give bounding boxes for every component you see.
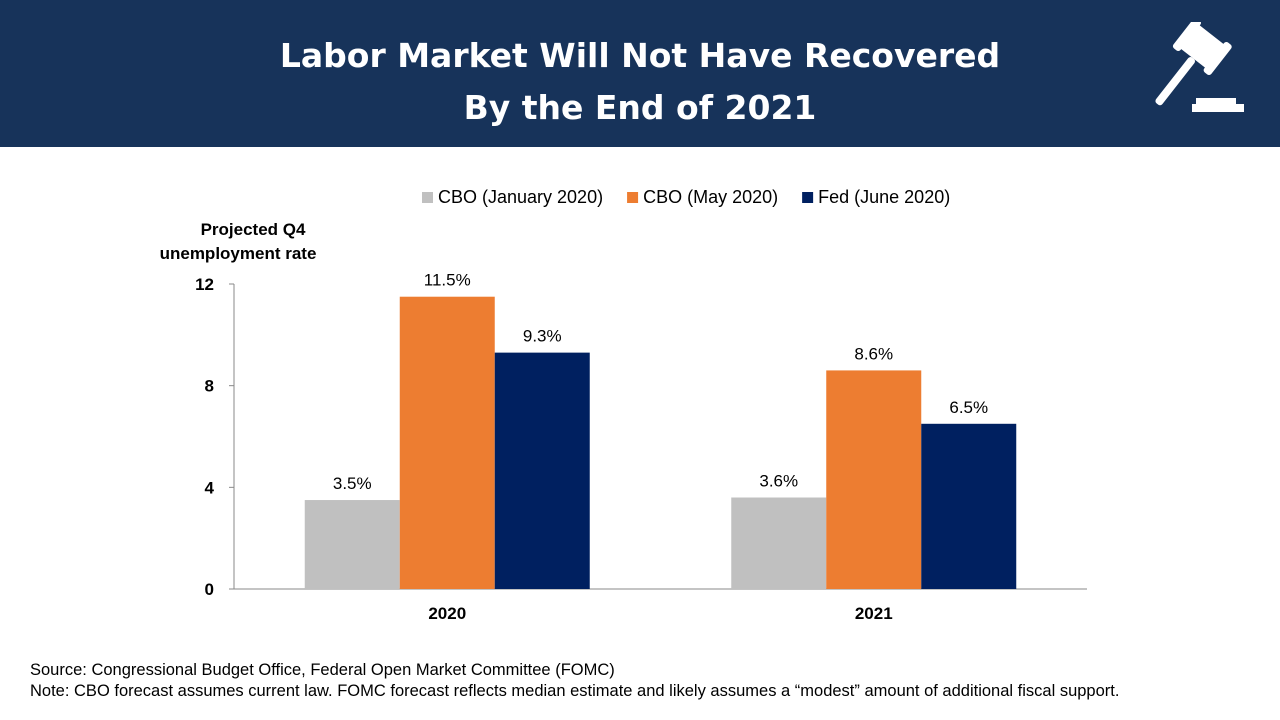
data-label: 3.5% [333, 474, 372, 493]
data-label: 9.3% [523, 327, 562, 346]
bar [399, 296, 495, 589]
page-title: Labor Market Will Not Have Recovered By … [0, 30, 1280, 134]
y-tick-label: 4 [205, 478, 215, 497]
x-axis: 2020 2021 [234, 588, 1087, 623]
bar-chart: CBO (January 2020) CBO (May 2020) Fed (Jun… [160, 187, 1087, 623]
source-note: Source: Congressional Budget Office, Fed… [30, 661, 615, 679]
title-banner: Labor Market Will Not Have Recovered By … [0, 0, 1280, 147]
bar [921, 423, 1017, 589]
y-axis-label-line-2: unemployment rate [160, 244, 317, 263]
data-label: 8.6% [854, 344, 893, 363]
legend-label: CBO (May 2020) [643, 187, 778, 207]
data-label: 3.6% [759, 472, 798, 491]
chart-footer: Source: Congressional Budget Office, Fed… [30, 660, 1270, 702]
title-line-1: Labor Market Will Not Have Recovered [279, 36, 1001, 75]
bar [731, 497, 827, 589]
x-tick-label: 2020 [428, 604, 466, 623]
methodology-note: Note: CBO forecast assumes current law. … [30, 682, 1120, 700]
data-label: 6.5% [949, 398, 988, 417]
y-tick-label: 8 [205, 377, 214, 396]
title-line-2: By the End of 2021 [463, 88, 817, 127]
bar [304, 500, 400, 589]
legend-label: Fed (June 2020) [818, 187, 950, 207]
data-label: 11.5% [424, 271, 471, 290]
y-tick-label: 12 [195, 275, 214, 294]
legend-swatch [627, 192, 639, 203]
legend-swatch [422, 192, 433, 203]
chart-legend: CBO (January 2020) CBO (May 2020) Fed (Jun… [422, 187, 950, 207]
gavel-icon [1155, 22, 1244, 112]
y-tick-label: 0 [205, 580, 214, 599]
bars-group: 3.5% 11.5% 9.3% 3.6% 8.6% 6.5% [304, 271, 1017, 589]
legend-label: CBO (January 2020) [438, 187, 603, 207]
legend-swatch [802, 192, 814, 203]
bar [826, 370, 922, 589]
x-tick-label: 2021 [855, 604, 893, 623]
bar [494, 352, 590, 589]
y-axis: 0 4 8 12 [195, 275, 235, 599]
y-axis-label-line-1: Projected Q4 [201, 220, 306, 239]
